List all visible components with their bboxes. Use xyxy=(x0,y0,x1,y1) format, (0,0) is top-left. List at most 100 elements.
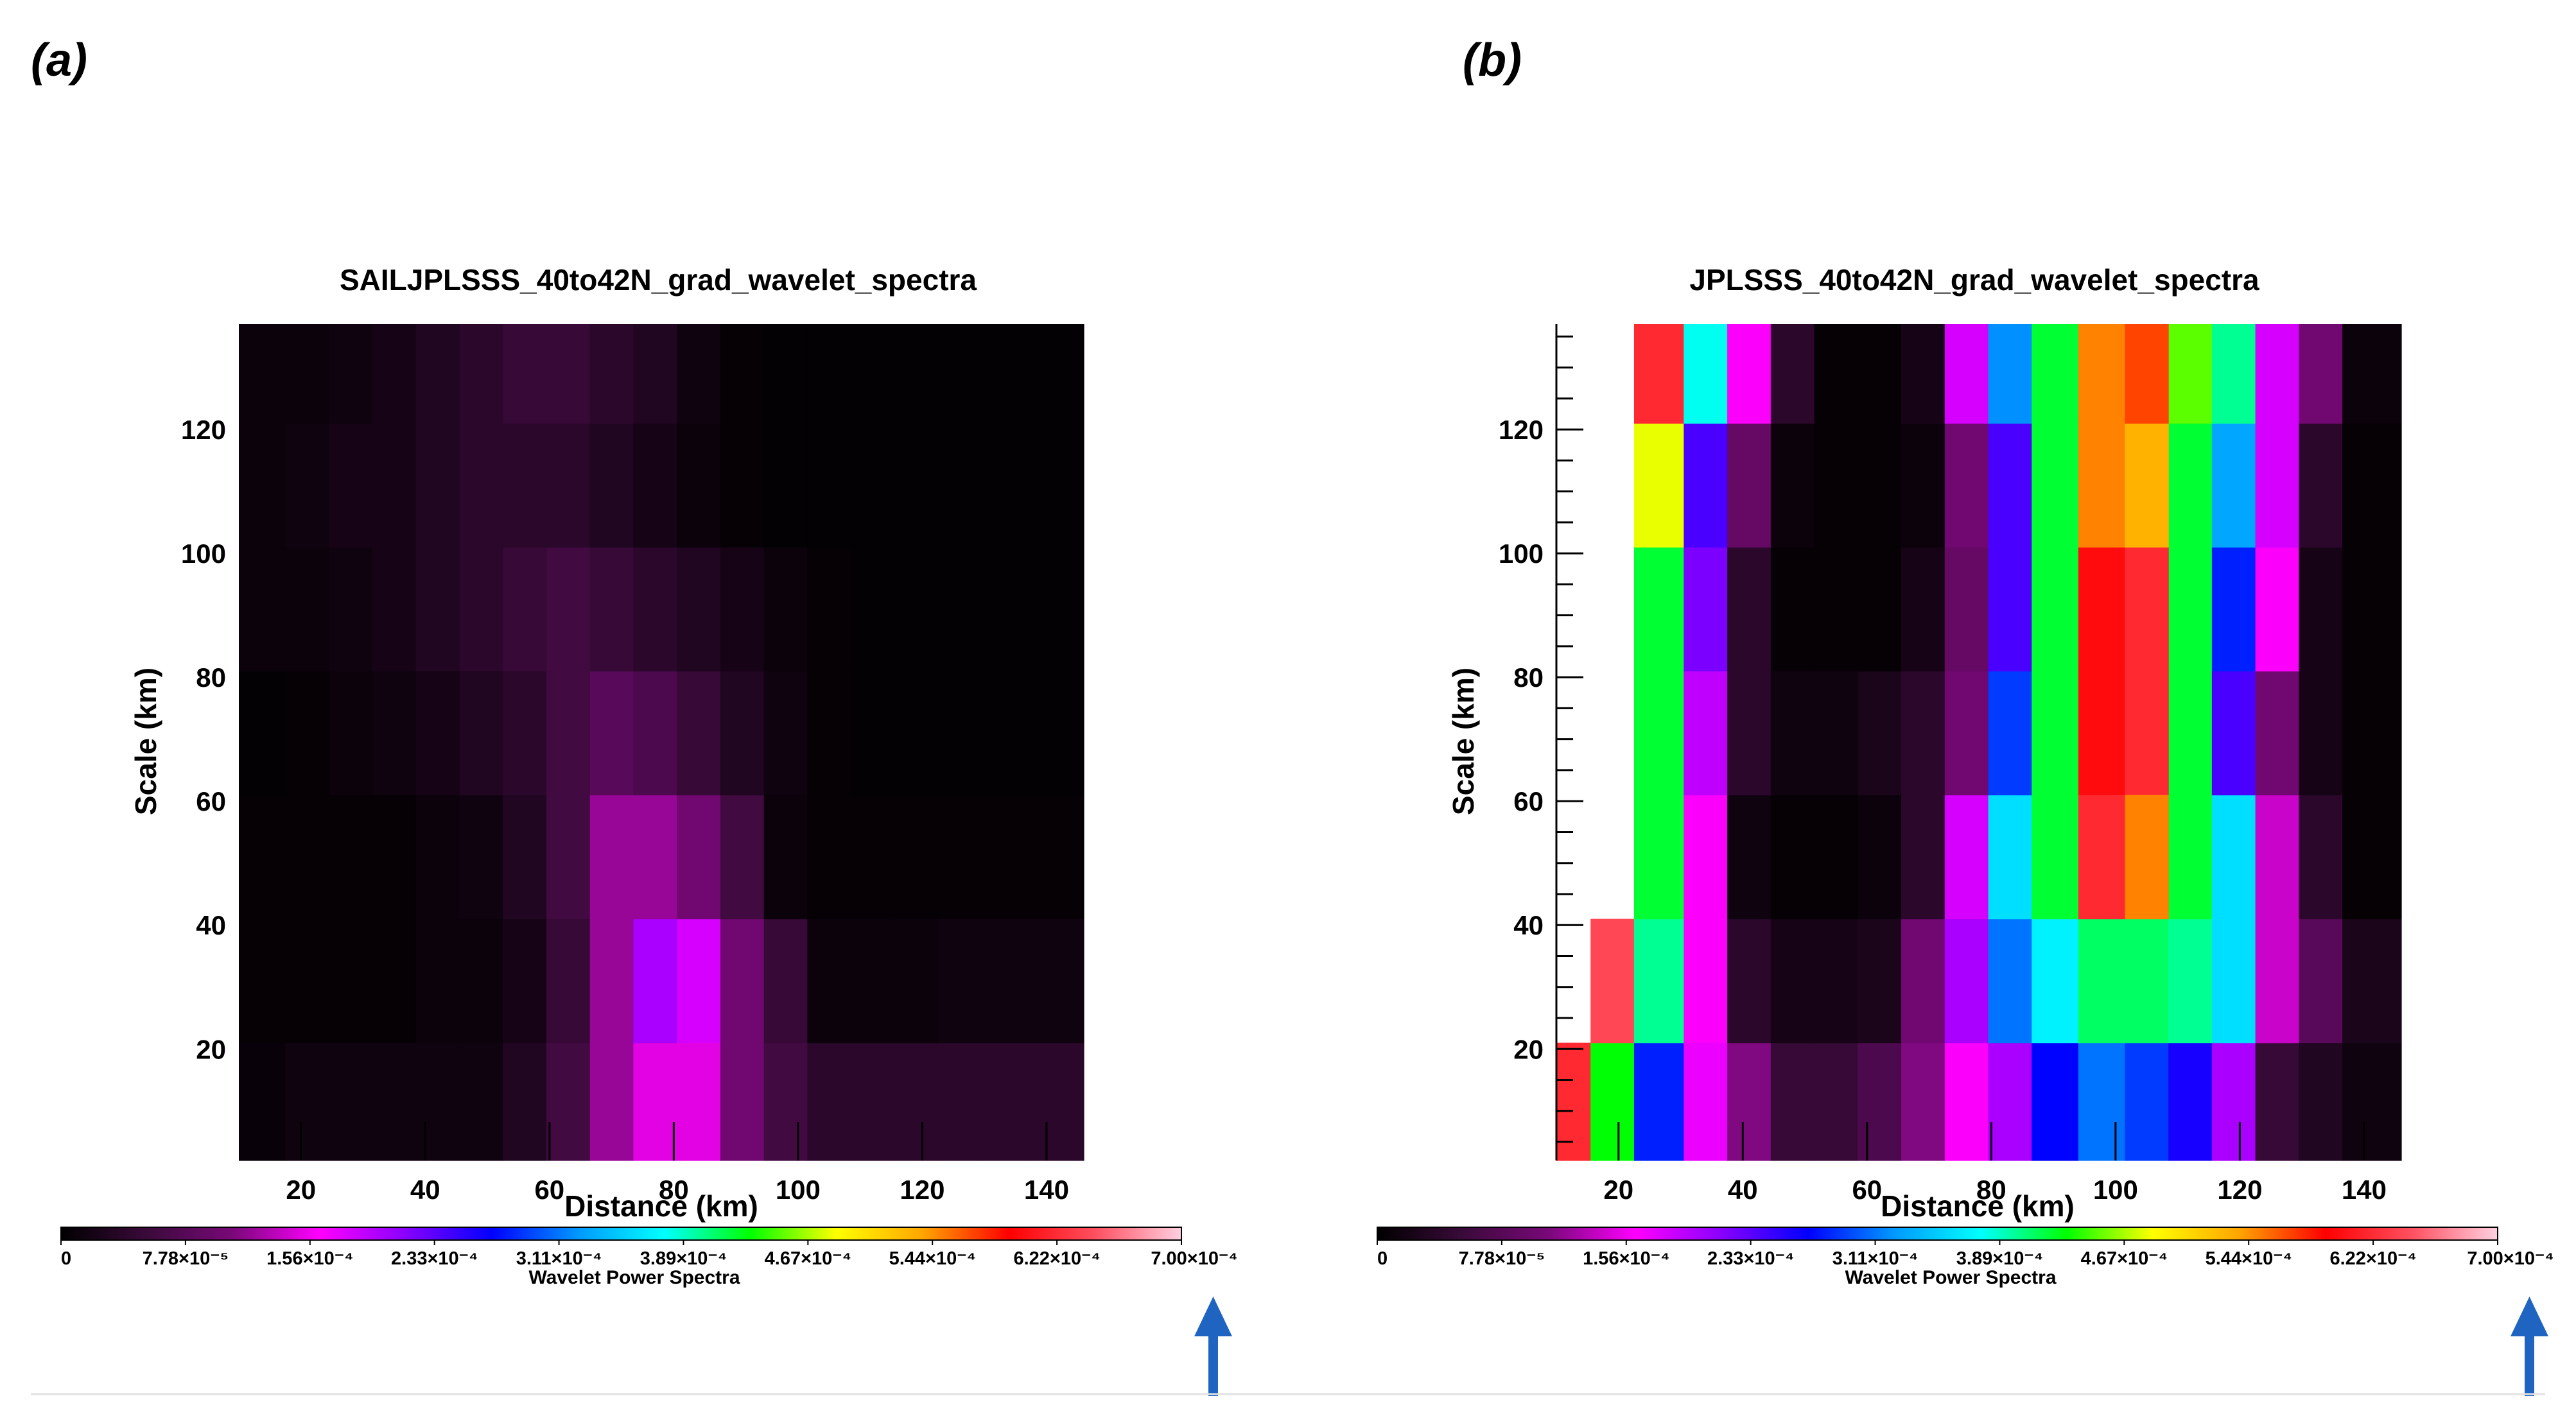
heatmap-cell xyxy=(2168,423,2213,548)
heatmap-cell xyxy=(1684,918,1728,1044)
heatmap-cell xyxy=(851,795,895,920)
heatmap-cell xyxy=(1727,671,1771,796)
x-tick-label: 40 xyxy=(410,1175,440,1205)
heatmap-cell xyxy=(1944,423,1989,548)
heatmap-cell xyxy=(1944,918,1989,1044)
panel-a: (a) SAILJPLSSS_40to42N_grad_wavelet_spec… xyxy=(31,35,1238,1396)
heatmap-cell xyxy=(2255,918,2299,1044)
heatmap-cell xyxy=(677,423,721,548)
heatmap-cell xyxy=(2032,918,2079,1044)
heatmap-cell xyxy=(415,324,460,424)
heatmap-cell xyxy=(2342,423,2402,548)
heatmap-cell xyxy=(1684,671,1728,796)
heatmap-cell xyxy=(2255,324,2299,424)
heatmap-cell xyxy=(285,423,329,548)
colorbar-gradient xyxy=(1377,1227,2498,1241)
heatmap-cell xyxy=(2342,918,2402,1044)
x-tick-label: 140 xyxy=(1024,1175,1069,1205)
heatmap-cell xyxy=(1727,547,1771,672)
panel-a-ylabel: Scale (km) xyxy=(129,668,162,815)
y-tick-label: 60 xyxy=(1513,786,1544,816)
heatmap-cell xyxy=(503,547,547,672)
panel-b-xlabel: Distance (km) xyxy=(1881,1189,2075,1223)
heatmap-cell xyxy=(937,324,982,424)
heatmap-cell xyxy=(503,671,547,796)
heatmap-cell xyxy=(1633,671,1684,796)
heatmap-cell xyxy=(503,423,547,548)
y-tick-label: 80 xyxy=(196,662,226,693)
panel-a-label: (a) xyxy=(31,35,87,86)
colorbar-tick-label: 5.44×10⁻⁴ xyxy=(2206,1248,2292,1269)
heatmap-cell xyxy=(2299,547,2343,672)
heatmap-cell xyxy=(546,918,591,1044)
heatmap-cell xyxy=(459,795,503,920)
heatmap-cell xyxy=(1727,918,1771,1044)
heatmap-cell xyxy=(2168,918,2213,1044)
y-tick-label: 20 xyxy=(1513,1034,1544,1064)
heatmap-cell xyxy=(459,1042,503,1161)
heatmap-cell xyxy=(981,795,1025,920)
heatmap-cell xyxy=(459,671,503,796)
heatmap-cell xyxy=(2032,547,2079,672)
heatmap-cell xyxy=(633,1042,677,1161)
heatmap-cell xyxy=(937,671,982,796)
heatmap-cell xyxy=(1727,795,1771,920)
heatmap-cell xyxy=(1633,795,1684,920)
heatmap-cell xyxy=(981,423,1025,548)
heatmap-cell xyxy=(1901,795,1945,920)
heatmap-cell xyxy=(2342,671,2402,796)
heatmap-cell xyxy=(285,324,329,424)
heatmap-cell xyxy=(2211,918,2256,1044)
colorbar-tick-label: 4.67×10⁻⁴ xyxy=(765,1248,851,1269)
heatmap-cell xyxy=(677,918,721,1044)
heatmap-cell xyxy=(851,547,895,672)
heatmap-cell xyxy=(2078,918,2125,1044)
heatmap-cell xyxy=(633,795,677,920)
y-tick-label: 100 xyxy=(1499,539,1544,569)
panel-b-colorbar: Wavelet Power Spectra 0 7.78×10⁻⁵ 1.56×10⁻… xyxy=(1377,1227,2554,1288)
heatmap-cell xyxy=(2032,423,2079,548)
heatmap-cell xyxy=(1590,1042,1635,1161)
heatmap-cell xyxy=(1684,1042,1728,1161)
heatmap-cell xyxy=(2299,795,2343,920)
y-tick-label: 40 xyxy=(196,910,226,940)
heatmap-cell xyxy=(763,795,808,920)
heatmap-cell xyxy=(589,324,634,424)
heatmap-cell xyxy=(1770,918,1815,1044)
panel-b: (b) JPLSSS_40to42N_grad_wavelet_spectra … xyxy=(1377,35,2554,1396)
heatmap-cell xyxy=(807,324,851,424)
heatmap-cell xyxy=(2125,1042,2169,1161)
heatmap-cell xyxy=(329,547,373,672)
heatmap-cell xyxy=(1858,324,1902,424)
heatmap-cell xyxy=(503,324,547,424)
heatmap-cell xyxy=(1988,1042,2032,1161)
colorbar-tick-label: 3.11×10⁻⁴ xyxy=(1832,1248,1919,1269)
heatmap-cell xyxy=(1988,324,2032,424)
heatmap-cell xyxy=(1556,1042,1591,1161)
heatmap-cell xyxy=(285,671,329,796)
heatmap-cell xyxy=(2078,324,2125,424)
panel-a-colorbar-label: Wavelet Power Spectra xyxy=(528,1267,740,1288)
heatmap-cell xyxy=(1025,671,1084,796)
heatmap-cell xyxy=(2168,795,2213,920)
heatmap-cell xyxy=(372,795,417,920)
heatmap-cell xyxy=(763,671,808,796)
heatmap-cell xyxy=(589,547,634,672)
heatmap-cell xyxy=(329,1042,373,1161)
heatmap-cell xyxy=(677,795,721,920)
heatmap-cell xyxy=(807,547,851,672)
heatmap-cell xyxy=(1025,324,1084,424)
heatmap-cell xyxy=(807,423,851,548)
heatmap-cell xyxy=(2342,795,2402,920)
colorbar-tick-label: 1.56×10⁻⁴ xyxy=(266,1248,353,1269)
heatmap-cell xyxy=(285,795,329,920)
panel-b-axes: 20 40 60 80 100 120 140 20 40 60 80 100 120 xyxy=(1499,324,2387,1205)
heatmap-cell xyxy=(1025,795,1084,920)
heatmap-cell xyxy=(546,1042,591,1161)
heatmap-cell xyxy=(720,918,765,1044)
heatmap-cell xyxy=(329,918,373,1044)
heatmap-cell xyxy=(1770,795,1815,920)
heatmap-cell xyxy=(2125,795,2169,920)
heatmap-cell xyxy=(546,423,591,548)
heatmap-cell xyxy=(239,547,286,672)
